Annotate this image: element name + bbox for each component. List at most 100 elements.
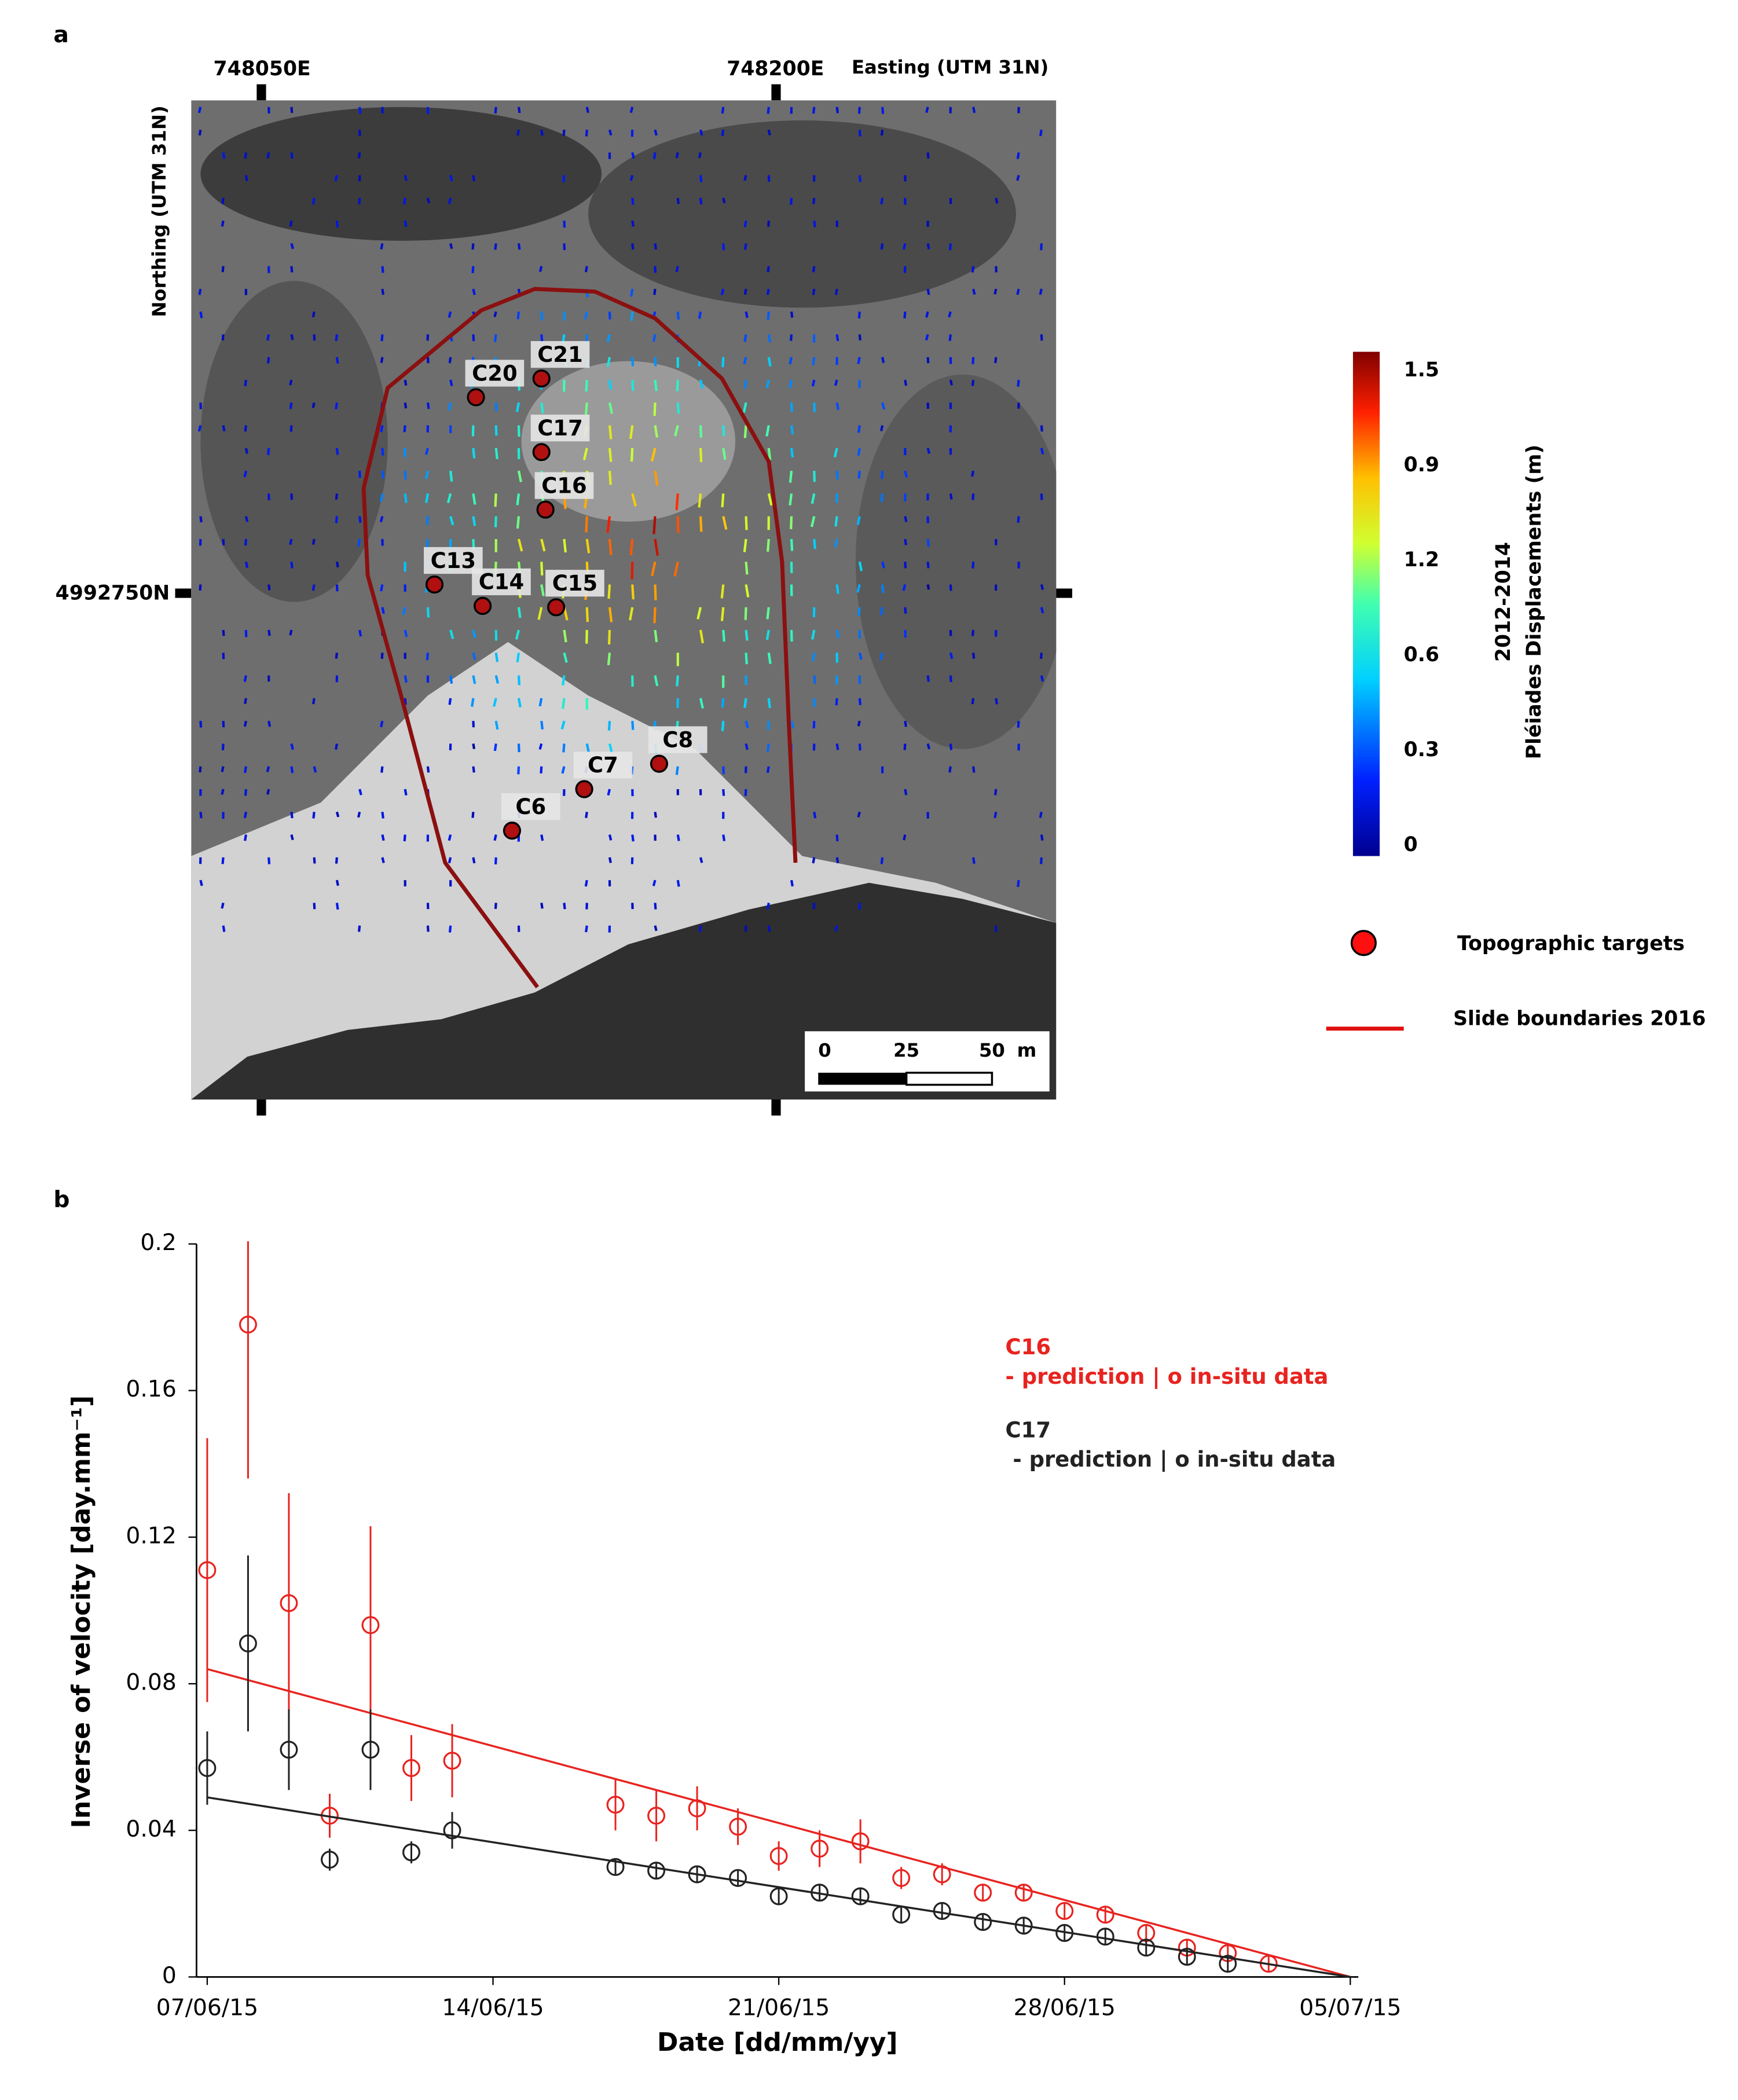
vector xyxy=(335,879,339,886)
data-point xyxy=(647,1806,666,1825)
vector xyxy=(630,288,634,297)
vector xyxy=(904,379,908,386)
vector xyxy=(335,448,339,455)
scale-label: m xyxy=(1017,1039,1037,1061)
vector xyxy=(448,857,452,864)
vector xyxy=(379,516,384,523)
target xyxy=(575,780,593,798)
vector xyxy=(243,720,247,727)
vector xyxy=(858,561,863,571)
vector xyxy=(857,811,861,818)
colorbar-label: Pléiades Displacements (m) xyxy=(1523,445,1546,759)
vector xyxy=(244,516,249,522)
vector xyxy=(311,197,316,205)
vector xyxy=(720,607,725,621)
target xyxy=(474,596,492,615)
vector xyxy=(631,197,635,205)
vector xyxy=(698,925,702,933)
vector xyxy=(813,538,816,549)
terrain xyxy=(855,374,1057,749)
vector xyxy=(608,834,613,841)
vector xyxy=(766,288,770,295)
vector xyxy=(494,402,498,412)
data-point xyxy=(769,1887,788,1905)
vector xyxy=(696,607,702,620)
data-point xyxy=(688,1799,706,1817)
vector xyxy=(948,334,952,341)
data-point xyxy=(811,1839,829,1858)
y-tick-label: 0 xyxy=(162,1963,177,1989)
legend-title: C17 xyxy=(1006,1417,1051,1442)
vector xyxy=(881,107,885,114)
vector xyxy=(631,584,635,600)
vector xyxy=(857,425,861,433)
vector xyxy=(699,379,704,389)
vector xyxy=(335,903,339,910)
vector xyxy=(471,425,475,437)
vector xyxy=(835,334,839,342)
vector xyxy=(653,607,657,624)
vector xyxy=(540,584,545,596)
vector xyxy=(880,607,884,615)
vector xyxy=(584,311,588,320)
vector xyxy=(244,834,247,841)
vector xyxy=(562,743,566,753)
vector xyxy=(654,379,658,391)
vector xyxy=(494,720,499,730)
vector xyxy=(312,812,316,819)
vector xyxy=(972,288,976,295)
vector xyxy=(608,129,613,136)
terrain xyxy=(588,120,1017,308)
vector xyxy=(471,266,475,273)
vector xyxy=(494,425,498,436)
map-tick xyxy=(256,1099,266,1116)
vector xyxy=(381,288,385,295)
vector xyxy=(926,562,930,569)
data-point xyxy=(1178,1948,1196,1966)
data-point xyxy=(198,1561,217,1579)
vector xyxy=(926,288,930,295)
vector xyxy=(449,470,453,482)
vector xyxy=(654,538,659,556)
map-tick xyxy=(771,1099,781,1116)
vector xyxy=(834,516,838,527)
vector xyxy=(743,288,747,295)
vector xyxy=(449,675,453,684)
vector xyxy=(790,720,795,729)
vector xyxy=(972,653,976,659)
vector xyxy=(654,357,657,367)
vector xyxy=(813,811,817,819)
vector xyxy=(472,721,475,728)
vector xyxy=(402,607,406,615)
vector xyxy=(631,243,635,250)
vector xyxy=(608,471,612,485)
vector xyxy=(765,379,770,389)
vector xyxy=(424,470,429,479)
vector xyxy=(1040,584,1044,591)
vector xyxy=(222,925,226,932)
vector xyxy=(1039,129,1043,137)
vector xyxy=(404,379,408,386)
vector xyxy=(789,493,793,506)
vector xyxy=(606,516,611,533)
vector xyxy=(358,925,361,932)
vector xyxy=(812,721,816,729)
vector xyxy=(630,311,634,321)
vector xyxy=(790,538,794,551)
vector xyxy=(244,152,247,159)
vector xyxy=(949,379,953,386)
vector xyxy=(674,425,679,437)
vector xyxy=(517,470,522,482)
vector xyxy=(357,152,361,159)
northing-label: Northing (UTM 31N) xyxy=(148,105,170,317)
vector xyxy=(585,811,588,819)
vector xyxy=(221,857,225,864)
target-label: C20 xyxy=(472,361,517,386)
vector xyxy=(267,720,272,727)
vector xyxy=(449,175,453,182)
target xyxy=(650,754,669,773)
vector xyxy=(381,812,384,819)
data-point xyxy=(892,1869,911,1888)
colorbar-tick-label: 0 xyxy=(1404,833,1418,856)
data-point xyxy=(402,1843,420,1861)
